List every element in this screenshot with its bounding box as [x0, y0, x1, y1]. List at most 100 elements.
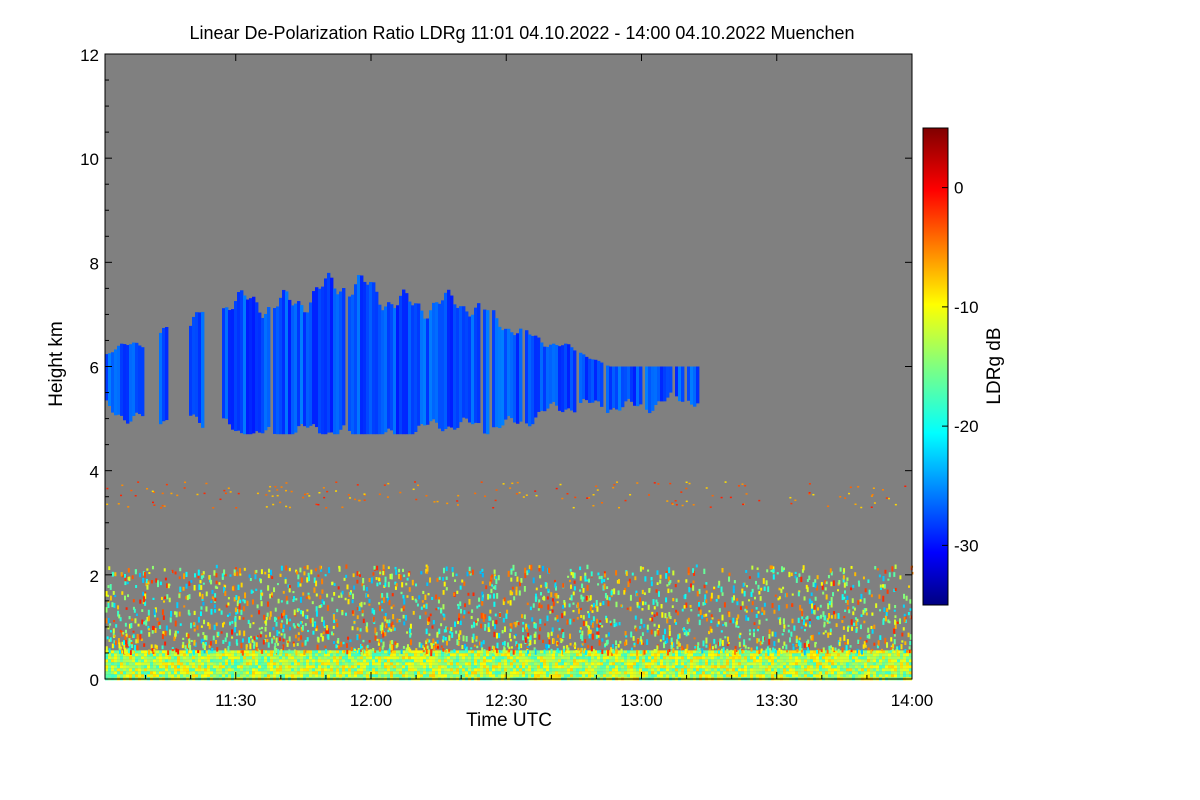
aerosol-speck — [366, 644, 369, 648]
aerosol-speck — [193, 639, 196, 646]
aerosol-cell — [273, 668, 276, 672]
aerosol-cell — [471, 668, 474, 672]
aerosol-cell — [279, 665, 282, 669]
aerosol-cell — [408, 653, 411, 657]
aerosol-cell — [621, 656, 624, 660]
aerosol-speck — [124, 581, 127, 586]
aerosol-speck — [178, 611, 181, 617]
aerosol-cell — [414, 650, 417, 654]
aerosol-cell — [372, 668, 375, 672]
aerosol-cell — [153, 659, 156, 663]
aerosol-cell — [534, 656, 537, 660]
aerosol-cell — [615, 656, 618, 660]
aerosol-cell — [846, 674, 849, 678]
aerosol-speck — [573, 644, 576, 648]
aerosol-cell — [438, 671, 441, 675]
aerosol-speck — [202, 582, 205, 585]
aerosol-cell — [162, 665, 165, 669]
aerosol-cell — [483, 656, 486, 660]
aerosol-cell — [906, 668, 909, 672]
aerosol-cell — [786, 659, 789, 663]
aerosol-cell — [192, 659, 195, 663]
aerosol-speck — [832, 580, 835, 586]
aerosol-speck — [613, 618, 616, 624]
aerosol-cell — [318, 671, 321, 675]
aerosol-cell — [789, 662, 792, 666]
aerosol-speck — [510, 577, 513, 582]
aerosol-speck — [534, 649, 537, 655]
aerosol-cell — [864, 662, 867, 666]
aerosol-cell — [249, 653, 252, 657]
aerosol-speck — [481, 596, 484, 602]
aerosol-cell — [180, 653, 183, 657]
aerosol-cell — [174, 662, 177, 666]
aerosol-cell — [756, 650, 759, 654]
aerosol-speck — [538, 602, 541, 609]
aerosol-speck — [156, 579, 159, 583]
aerosol-speck — [665, 573, 668, 579]
aerosol-cell — [489, 656, 492, 660]
aerosol-cell — [546, 665, 549, 669]
aerosol-cell — [411, 653, 414, 657]
aerosol-cell — [498, 653, 501, 657]
aerosol-cell — [198, 659, 201, 663]
aerosol-speck — [381, 593, 384, 598]
aerosol-speck — [390, 573, 393, 580]
aerosol-speck — [769, 565, 772, 570]
aerosol-cell — [768, 668, 771, 672]
aerosol-speck — [834, 647, 837, 651]
aerosol-cell — [654, 659, 657, 663]
aerosol-cell — [633, 656, 636, 660]
aerosol-cell — [174, 671, 177, 675]
aerosol-cell — [855, 659, 858, 663]
aerosol-speck — [186, 643, 189, 650]
aerosol-cell — [477, 674, 480, 678]
aerosol-cell — [849, 656, 852, 660]
aerosol-speck — [561, 639, 564, 642]
aerosol-speck — [867, 627, 870, 633]
ice-cloud-column — [564, 343, 568, 410]
aerosol-cell — [303, 668, 306, 672]
aerosol-speck — [739, 606, 742, 610]
aerosol-cell — [837, 662, 840, 666]
aerosol-cell — [540, 665, 543, 669]
aerosol-cell — [147, 668, 150, 672]
aerosol-speck — [425, 648, 428, 654]
aerosol-speck — [119, 617, 122, 622]
aerosol-speck — [144, 591, 147, 594]
aerosol-cell — [891, 665, 894, 669]
aerosol-speck — [842, 626, 845, 630]
aerosol-cell — [741, 653, 744, 657]
aerosol-speck — [597, 624, 600, 628]
aerosol-speck — [115, 624, 118, 628]
aerosol-cell — [810, 665, 813, 669]
aerosol-speck — [432, 620, 435, 625]
aerosol-speck — [481, 594, 484, 599]
aerosol-cell — [426, 662, 429, 666]
aerosol-speck — [596, 627, 599, 632]
aerosol-cell — [372, 659, 375, 663]
aerosol-cell — [468, 671, 471, 675]
aerosol-cell — [348, 671, 351, 675]
aerosol-cell — [630, 665, 633, 669]
aerosol-speck — [162, 631, 165, 635]
aerosol-cell — [219, 650, 222, 654]
aerosol-cell — [258, 671, 261, 675]
aerosol-cell — [765, 653, 768, 657]
aerosol-speck — [124, 642, 127, 648]
aerosol-speck — [611, 644, 614, 648]
ice-cloud-column — [111, 352, 115, 413]
aerosol-speck — [783, 567, 786, 570]
aerosol-speck — [774, 650, 777, 654]
aerosol-cell — [861, 671, 864, 675]
aerosol-cell — [753, 665, 756, 669]
aerosol-cell — [567, 656, 570, 660]
ice-cloud-column — [594, 359, 598, 401]
aerosol-cell — [456, 659, 459, 663]
aerosol-cell — [699, 665, 702, 669]
aerosol-speck — [772, 566, 775, 572]
aerosol-cell — [396, 656, 399, 660]
aerosol-speck — [387, 622, 390, 627]
aerosol-cell — [405, 671, 408, 675]
